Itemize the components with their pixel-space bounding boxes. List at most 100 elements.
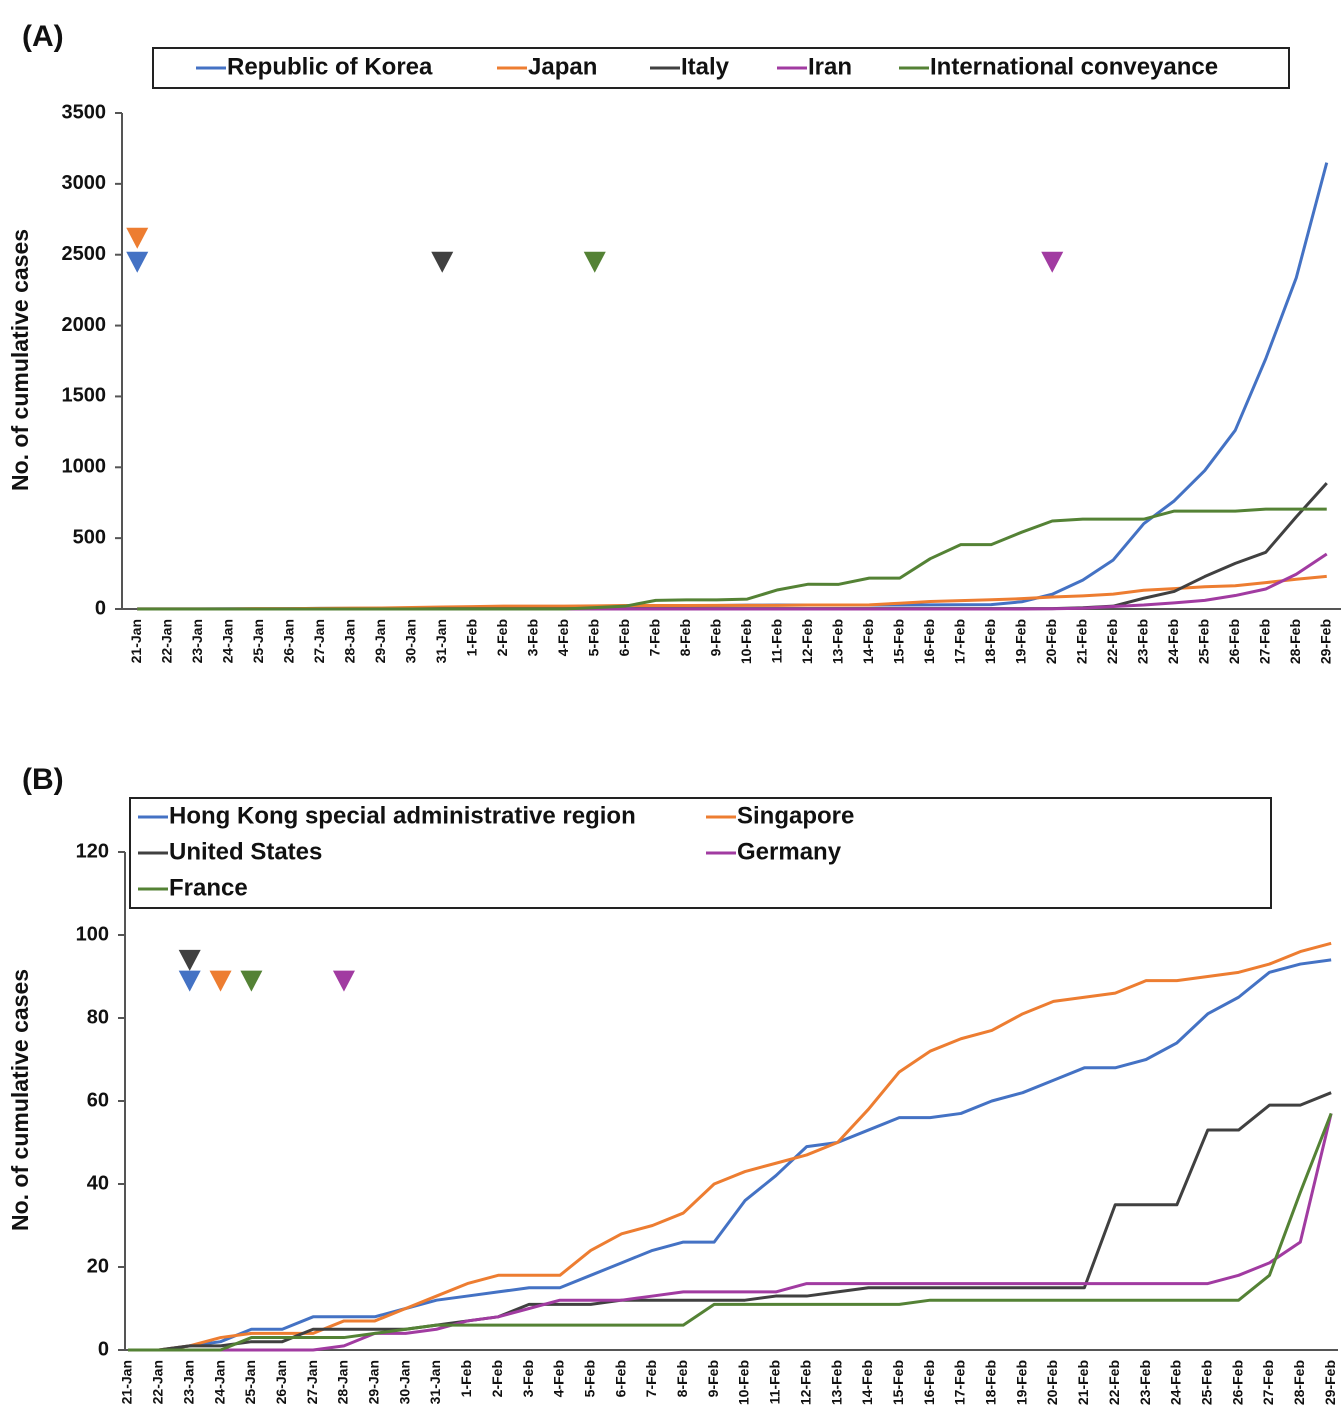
x-tick-label: 24-Jan xyxy=(219,619,235,663)
event-marker xyxy=(178,949,201,971)
y-tick-label: 2000 xyxy=(62,314,107,336)
x-tick-label: 21-Feb xyxy=(1075,1360,1091,1405)
x-tick-label: 8-Feb xyxy=(674,1360,690,1397)
x-tick-label: 10-Feb xyxy=(738,619,754,664)
legend-label: Japan xyxy=(528,53,597,80)
x-tick-label: 27-Jan xyxy=(304,1360,320,1404)
x-tick-label: 1-Feb xyxy=(463,619,479,656)
x-tick-label: 23-Jan xyxy=(189,619,205,663)
x-tick-label: 14-Feb xyxy=(859,1360,875,1405)
y-tick-label: 100 xyxy=(76,923,109,945)
y-tick-label: 2500 xyxy=(62,243,107,265)
y-tick-label: 0 xyxy=(95,597,106,619)
x-tick-label: 25-Jan xyxy=(250,619,266,663)
event-marker xyxy=(1041,251,1064,273)
x-tick-label: 7-Feb xyxy=(646,619,662,656)
x-tick-label: 14-Feb xyxy=(860,619,876,664)
event-marker xyxy=(126,251,149,273)
x-tick-label: 28-Jan xyxy=(335,1360,351,1404)
x-tick-label: 18-Feb xyxy=(982,619,998,664)
x-tick-label: 26-Feb xyxy=(1226,619,1242,664)
x-tick-label: 11-Feb xyxy=(767,1360,783,1404)
series-line xyxy=(137,162,1329,611)
x-tick-label: 28-Jan xyxy=(341,619,357,663)
x-tick-label: 3-Feb xyxy=(520,1360,536,1397)
x-tick-label: 31-Jan xyxy=(427,1360,443,1404)
x-tick-label: 13-Feb xyxy=(828,1360,844,1405)
x-tick-label: 1-Feb xyxy=(458,1360,474,1397)
series-line xyxy=(128,941,1332,1352)
x-tick-label: 18-Feb xyxy=(983,1360,999,1405)
x-tick-label: 22-Feb xyxy=(1104,619,1120,664)
y-tick-label: 3500 xyxy=(62,101,107,123)
x-tick-label: 29-Feb xyxy=(1317,619,1333,664)
legend-label: Iran xyxy=(808,53,852,80)
legend-label: France xyxy=(169,874,248,901)
legend-label: Italy xyxy=(681,53,730,80)
event-marker xyxy=(431,251,454,273)
x-tick-label: 31-Jan xyxy=(433,619,449,663)
event-marker xyxy=(209,970,232,992)
x-tick-label: 2-Feb xyxy=(489,1360,505,1397)
series-line xyxy=(128,1091,1332,1352)
legend-label: Germany xyxy=(737,838,842,865)
panel-title: (A) xyxy=(22,20,64,53)
x-tick-label: 19-Feb xyxy=(1013,1360,1029,1405)
x-tick-label: 11-Feb xyxy=(768,619,784,663)
x-tick-label: 9-Feb xyxy=(707,619,723,656)
x-tick-label: 24-Feb xyxy=(1168,1360,1184,1405)
x-tick-label: 26-Jan xyxy=(280,619,296,663)
legend-label: Republic of Korea xyxy=(227,53,433,80)
x-tick-label: 15-Feb xyxy=(890,1360,906,1405)
x-tick-label: 21-Jan xyxy=(119,1360,135,1404)
x-tick-label: 10-Feb xyxy=(736,1360,752,1405)
x-tick-label: 26-Feb xyxy=(1229,1360,1245,1405)
event-marker xyxy=(583,251,606,273)
x-tick-label: 24-Jan xyxy=(211,1360,227,1404)
legend-label: International conveyance xyxy=(930,53,1218,80)
legend-box xyxy=(152,47,1290,89)
x-tick-label: 27-Jan xyxy=(311,619,327,663)
x-tick-label: 23-Feb xyxy=(1134,619,1150,664)
series-line xyxy=(128,1112,1333,1352)
event-marker xyxy=(332,970,355,992)
y-tick-label: 40 xyxy=(87,1172,109,1194)
x-tick-label: 2-Feb xyxy=(494,619,510,656)
y-tick-label: 80 xyxy=(87,1006,109,1028)
y-axis-title: No. of cumulative cases xyxy=(7,969,33,1231)
x-tick-label: 16-Feb xyxy=(921,619,937,664)
series-line xyxy=(137,507,1327,611)
x-tick-label: 29-Jan xyxy=(366,1360,382,1404)
x-tick-label: 7-Feb xyxy=(643,1360,659,1397)
series-line xyxy=(128,958,1332,1352)
x-tick-label: 16-Feb xyxy=(921,1360,937,1405)
y-tick-label: 500 xyxy=(73,526,106,548)
x-tick-label: 4-Feb xyxy=(551,1360,567,1397)
x-tick-label: 5-Feb xyxy=(581,1360,597,1397)
x-tick-label: 22-Jan xyxy=(150,1360,166,1404)
x-tick-label: 23-Feb xyxy=(1137,1360,1153,1405)
y-tick-label: 0 xyxy=(98,1338,109,1360)
y-tick-label: 3000 xyxy=(62,172,107,194)
legend-label: United States xyxy=(169,838,322,865)
y-tick-label: 60 xyxy=(87,1089,109,1111)
x-tick-label: 28-Feb xyxy=(1291,1360,1307,1405)
legend-label: Hong Kong special administrative region xyxy=(169,802,636,829)
x-tick-label: 13-Feb xyxy=(829,619,845,664)
event-marker xyxy=(178,970,201,992)
x-tick-label: 25-Feb xyxy=(1195,619,1211,664)
x-tick-label: 24-Feb xyxy=(1165,619,1181,664)
x-tick-label: 20-Feb xyxy=(1043,619,1059,664)
x-tick-label: 30-Jan xyxy=(396,1360,412,1404)
x-tick-label: 21-Jan xyxy=(128,619,144,663)
x-tick-label: 17-Feb xyxy=(952,1360,968,1405)
event-marker xyxy=(240,970,263,992)
x-tick-label: 9-Feb xyxy=(705,1360,721,1397)
x-tick-label: 15-Feb xyxy=(890,619,906,664)
x-tick-label: 27-Feb xyxy=(1260,1360,1276,1405)
x-tick-label: 27-Feb xyxy=(1256,619,1272,664)
x-tick-label: 29-Jan xyxy=(372,619,388,663)
x-tick-label: 23-Jan xyxy=(180,1360,196,1404)
x-tick-label: 6-Feb xyxy=(612,1360,628,1397)
